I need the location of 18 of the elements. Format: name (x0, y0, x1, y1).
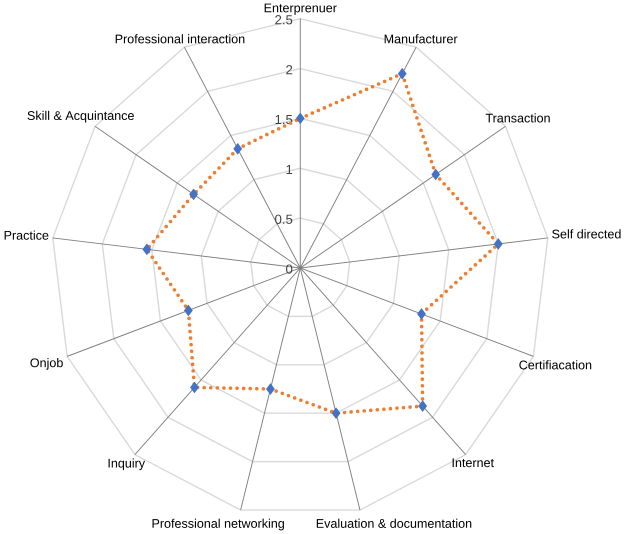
spoke-label: Practice (4, 230, 48, 240)
spoke-label: Internet (452, 458, 494, 468)
y-tick-label: 0.5 (275, 214, 292, 224)
spoke-label: Self directed (552, 229, 621, 238)
y-tick-label: 2 (286, 65, 292, 74)
y-tick-label: 0 (286, 264, 292, 274)
y-tick-label: 1 (286, 164, 292, 174)
spoke-label: Evaluation & documentation (316, 518, 472, 528)
spoke-label: Enterprenuer (264, 4, 337, 15)
spoke-label: Certifiacation (519, 360, 592, 370)
spoke-label: Onjob (30, 358, 63, 370)
y-tick-label: 2.5 (275, 15, 292, 24)
spoke-label: Professional networking (152, 518, 284, 530)
spoke-label: Professional interaction (116, 34, 244, 44)
spoke-label: Skill & Acquintance (28, 110, 134, 123)
spoke-label: Transaction (486, 113, 550, 123)
spoke-label: Manufacturer (384, 34, 458, 44)
spoke-label: Inquiry (108, 458, 146, 470)
